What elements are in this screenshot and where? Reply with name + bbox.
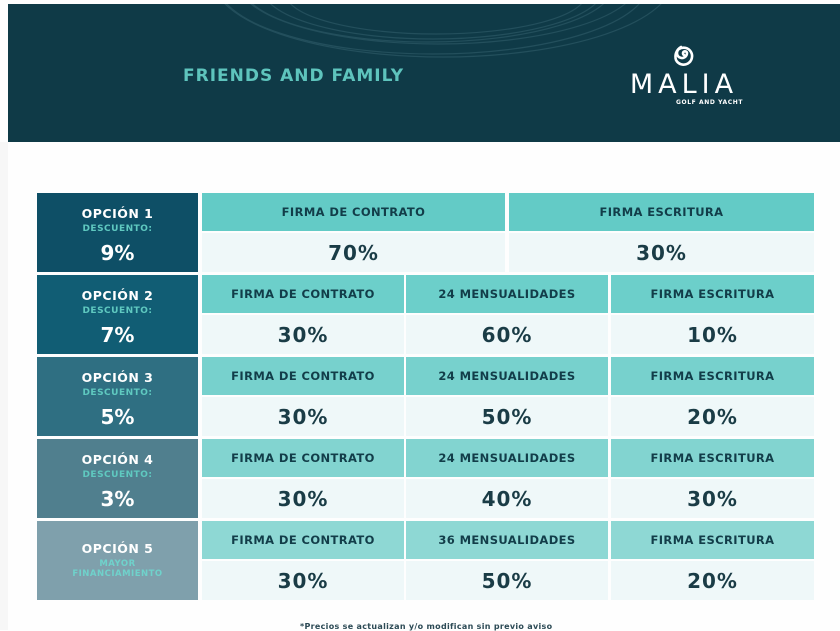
option-title: OPCIÓN 1 bbox=[81, 206, 154, 221]
page-edge bbox=[0, 142, 8, 630]
option-discount-value: 5% bbox=[100, 405, 135, 429]
payment-stage-header: 36 MENSUALIDADES bbox=[406, 521, 608, 559]
payment-stage-header: 24 MENSUALIDADES bbox=[406, 357, 608, 395]
payment-stage-header: FIRMA DE CONTRATO bbox=[202, 193, 505, 231]
payment-stage-value: 70% bbox=[202, 233, 505, 272]
brand-name: MALIA bbox=[629, 69, 739, 100]
payment-stage-value: 30% bbox=[202, 479, 404, 518]
option-discount-value: 9% bbox=[100, 241, 135, 265]
payment-stage-value: 30% bbox=[202, 561, 404, 600]
option-row-3: OPCIÓN 3 DESCUENTO: 5% FIRMA DE CONTRATO… bbox=[37, 357, 814, 436]
option-row-4: OPCIÓN 4 DESCUENTO: 3% FIRMA DE CONTRATO… bbox=[37, 439, 814, 518]
payment-stage-header: FIRMA ESCRITURA bbox=[611, 439, 814, 477]
payment-stage-header: FIRMA DE CONTRATO bbox=[202, 357, 404, 395]
option-label-cell: OPCIÓN 3 DESCUENTO: 5% bbox=[37, 357, 198, 436]
payment-stage-value: 50% bbox=[406, 561, 608, 600]
brand-logo: MALIA GOLF AND YACHT bbox=[618, 40, 750, 106]
option-label-cell: OPCIÓN 5 MAYOR FINANCIAMIENTO bbox=[37, 521, 198, 600]
option-discount-label: DESCUENTO: bbox=[82, 388, 153, 398]
option-label-cell: OPCIÓN 4 DESCUENTO: 3% bbox=[37, 439, 198, 518]
option-discount-label: DESCUENTO: bbox=[82, 306, 153, 316]
option-discount-value: 7% bbox=[100, 323, 135, 347]
option-row-5: OPCIÓN 5 MAYOR FINANCIAMIENTO FIRMA DE C… bbox=[37, 521, 814, 600]
payment-stage-header: FIRMA ESCRITURA bbox=[611, 275, 814, 313]
payment-stage-header: FIRMA DE CONTRATO bbox=[202, 275, 404, 313]
option-discount-label: DESCUENTO: bbox=[82, 470, 153, 480]
payment-stage-header: FIRMA ESCRITURA bbox=[509, 193, 814, 231]
payment-stage-value: 30% bbox=[611, 479, 814, 518]
swirl-decoration bbox=[224, 4, 662, 58]
payment-stage-value: 30% bbox=[202, 315, 404, 354]
payment-stage-value: 40% bbox=[406, 479, 608, 518]
option-title: OPCIÓN 5 bbox=[81, 541, 154, 556]
payment-stage-value: 50% bbox=[406, 397, 608, 436]
option-label-cell: OPCIÓN 1 DESCUENTO: 9% bbox=[37, 193, 198, 272]
payment-stage-header: 24 MENSUALIDADES bbox=[406, 439, 608, 477]
spiral-icon bbox=[674, 45, 694, 66]
header-banner: FRIENDS AND FAMILY MALIA GOLF AND YACHT bbox=[8, 4, 840, 142]
option-title: OPCIÓN 2 bbox=[81, 288, 154, 303]
option-title: OPCIÓN 3 bbox=[81, 370, 154, 385]
option-row-2: OPCIÓN 2 DESCUENTO: 7% FIRMA DE CONTRATO… bbox=[37, 275, 814, 354]
option-title: OPCIÓN 4 bbox=[81, 452, 154, 467]
payment-stage-header: FIRMA DE CONTRATO bbox=[202, 439, 404, 477]
payment-stage-value: 20% bbox=[611, 561, 814, 600]
payment-stage-value: 10% bbox=[611, 315, 814, 354]
payment-stage-value: 30% bbox=[509, 233, 814, 272]
payment-stage-header: 24 MENSUALIDADES bbox=[406, 275, 608, 313]
payment-stage-value: 30% bbox=[202, 397, 404, 436]
brand-subtitle: GOLF AND YACHT bbox=[676, 99, 744, 106]
payment-stage-header: FIRMA ESCRITURA bbox=[611, 357, 814, 395]
page-title: FRIENDS AND FAMILY bbox=[183, 66, 405, 86]
payment-stage-value: 60% bbox=[406, 315, 608, 354]
payment-stage-header: FIRMA ESCRITURA bbox=[611, 521, 814, 559]
option-discount-value: 3% bbox=[100, 487, 135, 511]
payment-stage-value: 20% bbox=[611, 397, 814, 436]
option-label-cell: OPCIÓN 2 DESCUENTO: 7% bbox=[37, 275, 198, 354]
payment-stage-header: FIRMA DE CONTRATO bbox=[202, 521, 404, 559]
option-discount-label: DESCUENTO: bbox=[82, 224, 153, 234]
disclaimer-note: *Precios se actualizan y/o modifican sin… bbox=[300, 622, 553, 631]
option-financing-label: MAYOR FINANCIAMIENTO bbox=[72, 559, 163, 579]
option-row-1: OPCIÓN 1 DESCUENTO: 9% FIRMA DE CONTRATO… bbox=[37, 193, 814, 272]
